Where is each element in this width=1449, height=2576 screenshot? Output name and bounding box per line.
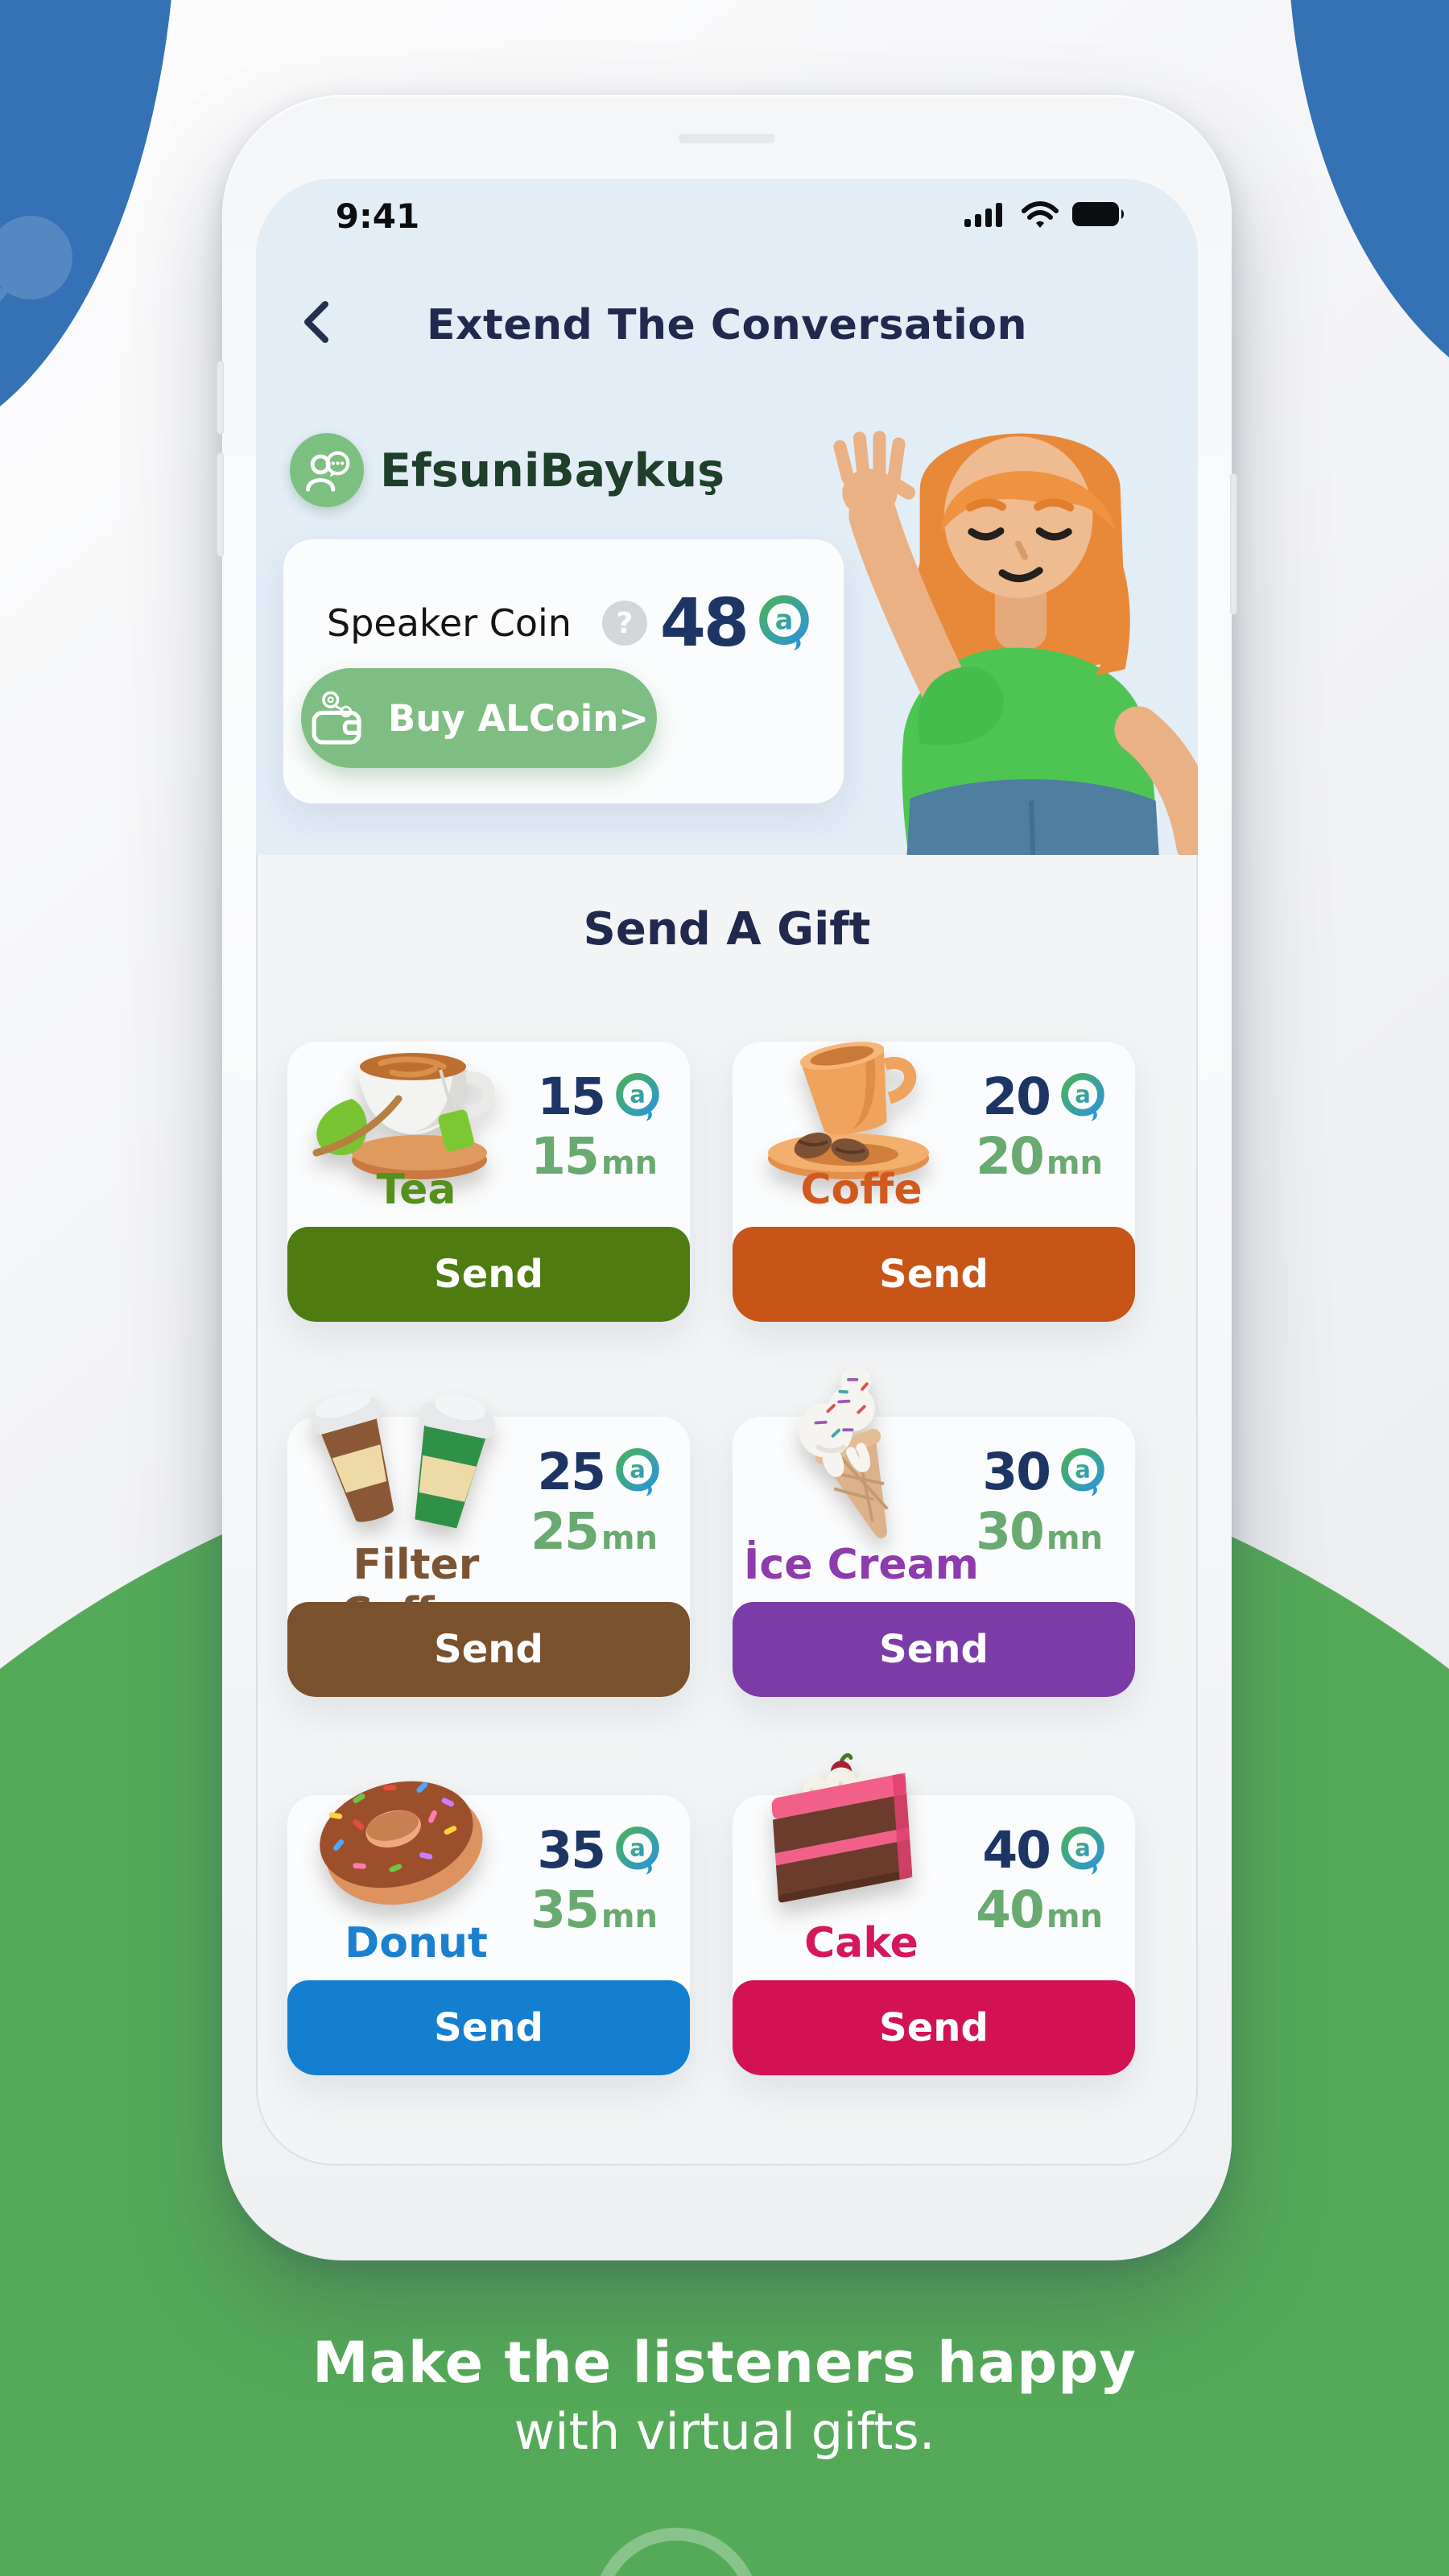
ice-cream-icon (799, 1366, 889, 1538)
gift-duration: 40 (976, 1880, 1045, 1939)
page-title: Extend The Conversation (426, 301, 1028, 349)
send-button[interactable]: Send (733, 1980, 1135, 2075)
gift-card-filter-coffee: 25 25 mn Filter Coffee Send (287, 1392, 690, 1697)
gift-price: 15 (537, 1067, 606, 1126)
gift-duration-unit: mn (601, 1520, 658, 1557)
gift-duration: 30 (976, 1502, 1045, 1561)
gift-name: İce Cream (744, 1541, 979, 1589)
speaker-coin-card: Speaker Coin ? 48 (283, 539, 844, 803)
gift-duration-unit: mn (1046, 1145, 1103, 1182)
alcoin-bubble-icon (1056, 1446, 1109, 1499)
blue-blob-right (1288, 0, 1449, 419)
chevron-left-icon (304, 301, 328, 343)
gift-duration: 15 (530, 1127, 600, 1186)
avatar (290, 433, 364, 507)
wifi-icon (1022, 201, 1059, 228)
alcoin-bubble-icon (611, 1446, 664, 1499)
send-button[interactable]: Send (733, 1602, 1135, 1697)
phone-mockup: 9:41 (217, 95, 1237, 2260)
tagline-line2: with virtual gifts. (514, 2402, 935, 2461)
coin-label: Speaker Coin (327, 601, 572, 645)
gift-duration: 35 (530, 1880, 600, 1939)
section-title: Send A Gift (583, 903, 871, 956)
bubble-watermark-icon (0, 216, 72, 302)
power-button (1230, 473, 1237, 615)
gift-price: 25 (537, 1443, 606, 1501)
donut-icon (320, 1781, 483, 1905)
alcoin-bubble-icon (753, 592, 815, 654)
wallet-icon (312, 691, 361, 745)
gift-card-coffe: 20 20 mn Coffe Send (733, 1042, 1135, 1322)
gift-price: 40 (982, 1821, 1051, 1880)
gift-name: Coffe (800, 1166, 923, 1214)
gift-card-tea: 15 15 mn Tea Send (287, 1042, 690, 1322)
help-icon[interactable]: ? (601, 601, 647, 646)
volume-up-button (217, 361, 224, 435)
gift-price: 35 (537, 1821, 606, 1880)
send-button[interactable]: Send (287, 1980, 690, 2075)
alcoin-bubble-icon (1056, 1071, 1109, 1124)
gift-duration: 25 (530, 1502, 600, 1561)
battery-icon (1072, 202, 1124, 226)
tea-cup-icon (312, 1053, 495, 1179)
coin-balance: 48 (659, 584, 749, 662)
signal-icon (964, 203, 1002, 227)
send-button[interactable]: Send (287, 1227, 690, 1322)
gift-name: Donut (345, 1919, 488, 1967)
gift-duration-unit: mn (601, 1898, 658, 1935)
alcoin-bubble-icon (1056, 1824, 1109, 1877)
coffee-cup-icon (768, 1042, 929, 1179)
back-button[interactable] (296, 298, 338, 346)
buy-alcoin-label: Buy ALCoin> (388, 696, 649, 740)
gift-duration: 20 (976, 1127, 1045, 1186)
tagline-line1: Make the listeners happy (312, 2330, 1137, 2396)
alcoin-bubble-icon (611, 1824, 664, 1877)
bubble-watermark-bottom-icon (600, 2528, 753, 2576)
gift-card-ice-cream: 30 30 mn İce Cream Send (733, 1366, 1135, 1697)
volume-down-button (217, 452, 224, 557)
app-screen: 9:41 (256, 179, 1198, 2165)
listener-character-illustration (833, 431, 1198, 855)
earpiece-speaker (679, 134, 775, 143)
status-icons (964, 201, 1125, 229)
gift-duration-unit: mn (1046, 1520, 1103, 1557)
gift-name: Tea (376, 1166, 456, 1214)
gift-duration-unit: mn (601, 1145, 658, 1182)
gift-name: Cake (804, 1919, 919, 1967)
buy-alcoin-button[interactable]: Buy ALCoin> (301, 668, 657, 768)
cake-slice-icon (771, 1752, 913, 1903)
people-chat-icon (306, 451, 350, 492)
status-time: 9:41 (335, 196, 420, 236)
takeaway-cups-icon (311, 1392, 495, 1529)
hero-header-section: 9:41 (256, 179, 1198, 855)
gift-price: 20 (982, 1067, 1051, 1126)
gift-price: 30 (982, 1443, 1051, 1501)
alcoin-bubble-icon (611, 1071, 664, 1124)
send-button[interactable]: Send (287, 1602, 690, 1697)
gift-card-cake: 40 40 mn Cake Send (733, 1752, 1135, 2075)
listener-username: EfsuniBaykuş (380, 444, 725, 497)
gift-card-donut: 35 35 mn Donut Send (287, 1781, 690, 2075)
gift-duration-unit: mn (1046, 1898, 1103, 1935)
send-button[interactable]: Send (733, 1227, 1135, 1322)
